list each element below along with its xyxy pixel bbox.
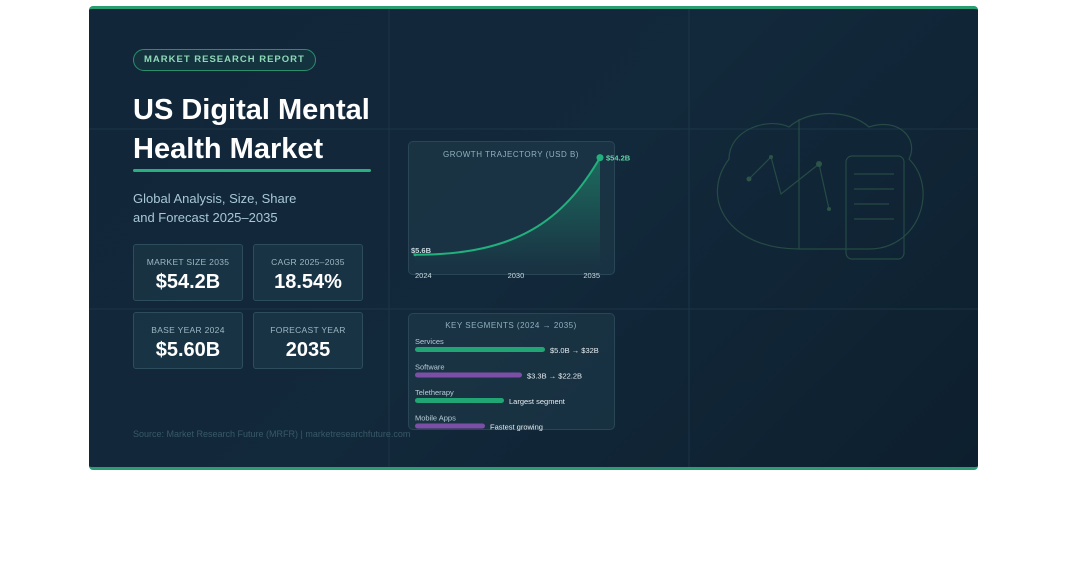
segment-note: $3.3B → $22.2B xyxy=(527,372,582,381)
segments-title: KEY SEGMENTS (2024 → 2035) xyxy=(445,321,577,330)
background-decoration xyxy=(89,9,978,467)
segment-note: $5.0B → $32B xyxy=(550,346,599,355)
x-tick-label: 2035 xyxy=(583,271,600,280)
stat-value: $5.60B xyxy=(155,339,221,361)
segment-bar xyxy=(415,423,485,429)
source: Source: Market Research Future (MRFR) | … xyxy=(133,429,411,439)
stat-card: BASE YEAR 2024 $5.60B xyxy=(133,312,243,369)
stat-value: $54.2B xyxy=(155,271,221,293)
stat-label: CAGR 2025–2035 xyxy=(271,257,345,267)
title-underline xyxy=(133,169,371,172)
stat-value: 18.54% xyxy=(274,271,342,293)
line xyxy=(414,157,601,256)
subtitle: Global Analysis, Size, Share and Forecas… xyxy=(133,191,297,225)
segment-name: Mobile Apps xyxy=(415,414,456,423)
segment-name: Teletherapy xyxy=(415,388,454,397)
segment-name: Services xyxy=(415,337,444,346)
title: US Digital Mental Health Market xyxy=(133,94,370,165)
panel-graphics: GROWTH TRAJECTORY (USD B) 2024 2030 2035 $5.… xyxy=(411,150,631,432)
segment-name: Software xyxy=(415,363,445,372)
value-label: $5.6B xyxy=(411,246,432,255)
stat-label: BASE YEAR 2024 xyxy=(151,325,225,335)
point xyxy=(596,154,604,162)
stat-card: CAGR 2025–2035 18.54% xyxy=(253,244,363,301)
segment-note: Fastest growing xyxy=(490,423,543,432)
badge: MARKET RESEARCH REPORT xyxy=(133,49,316,71)
area xyxy=(415,157,600,266)
segment-bar xyxy=(415,372,522,378)
segment-bar xyxy=(415,398,504,403)
stat-label: MARKET SIZE 2035 xyxy=(146,257,230,267)
segment-bar xyxy=(415,347,545,352)
x-tick-label: 2030 xyxy=(508,271,525,280)
segment-note: Largest segment xyxy=(509,397,566,406)
stat-card: FORECAST YEAR 2035 xyxy=(253,312,363,369)
point xyxy=(413,253,417,257)
segments-panel xyxy=(408,313,615,430)
chart-title: GROWTH TRAJECTORY (USD B) xyxy=(443,150,579,159)
banner-card: MARKET RESEARCH REPORT US Digital Mental… xyxy=(89,6,978,470)
stat-value: 2035 xyxy=(285,339,331,361)
x-tick-label: 2024 xyxy=(415,271,432,280)
stat-card: MARKET SIZE 2035 $54.2B xyxy=(133,244,243,301)
value-label: $54.2B xyxy=(606,154,631,163)
stat-label: FORECAST YEAR xyxy=(270,325,346,335)
